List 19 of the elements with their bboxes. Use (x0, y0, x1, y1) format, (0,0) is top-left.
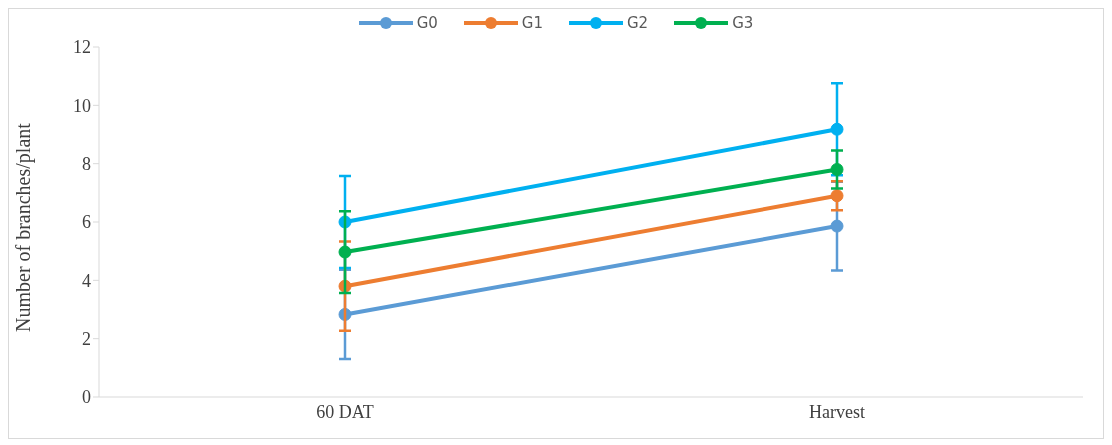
legend-label: G1 (521, 14, 543, 32)
y-tick-label: 2 (82, 329, 91, 350)
y-axis-title: Number of branches/plant (12, 122, 36, 332)
y-tick-label: 4 (82, 270, 91, 291)
legend-label: G2 (627, 14, 649, 32)
y-tick-label: 6 (82, 212, 91, 233)
x-tick-label: 60 DAT (316, 401, 374, 422)
y-tick-label: 8 (82, 154, 91, 175)
point (830, 189, 844, 203)
point (830, 163, 844, 176)
x-tick-label: Harvest (809, 401, 865, 422)
point (830, 122, 844, 136)
point (338, 245, 352, 259)
point (830, 219, 844, 233)
y-tick-label: 12 (73, 37, 91, 58)
y-tick-label: 10 (73, 95, 91, 116)
y-tick-label: 0 (82, 387, 91, 408)
legend-label: G0 (416, 14, 438, 32)
legend-label: G3 (732, 14, 754, 32)
